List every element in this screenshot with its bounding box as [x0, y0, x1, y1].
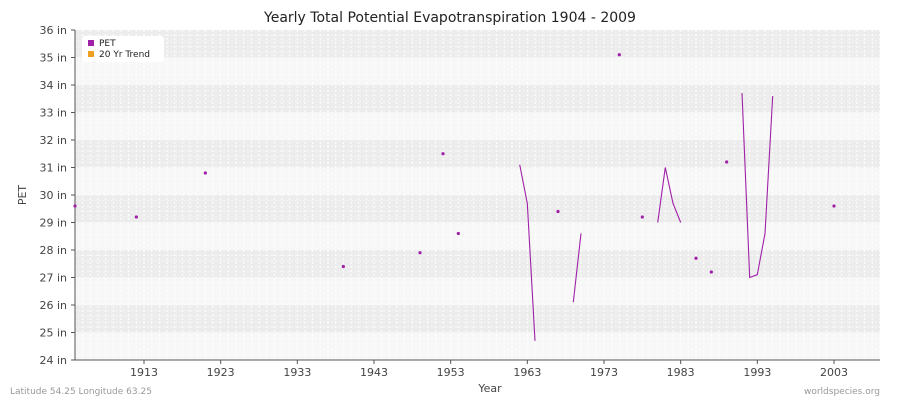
x-tick-label: 1973 — [590, 366, 618, 379]
plot-band — [75, 85, 880, 113]
x-tick-label: 1953 — [437, 366, 465, 379]
legend-label-trend: 20 Yr Trend — [99, 50, 150, 60]
plot-band — [75, 332, 880, 360]
pet-line-segment — [519, 164, 536, 341]
chart-title: Yearly Total Potential Evapotranspiratio… — [263, 10, 636, 26]
y-tick-label: 26 in — [39, 299, 67, 312]
pet-data-point — [341, 264, 345, 269]
plot-band — [75, 57, 880, 85]
y-tick-label: 33 in — [39, 107, 67, 120]
pet-data-point — [73, 204, 77, 208]
footer-coordinates: Latitude 54.25 Longitude 63.25 — [10, 387, 152, 397]
y-tick-label: 29 in — [39, 217, 67, 230]
pet-data-point — [418, 251, 422, 255]
x-tick-label: 1993 — [743, 366, 771, 379]
y-tick-label: 28 in — [39, 244, 67, 257]
pet-data-point — [456, 231, 460, 236]
plot-band — [75, 112, 880, 140]
x-tick-label: 1923 — [207, 366, 235, 379]
y-tick-label: 34 in — [39, 79, 67, 92]
pet-data-point — [832, 204, 836, 208]
plot-band — [75, 305, 880, 333]
y-tick-label: 32 in — [39, 134, 67, 147]
pet-data-point — [441, 152, 445, 156]
y-tick-label: 31 in — [39, 162, 67, 175]
footer-source: worldspecies.org — [804, 387, 880, 397]
pet-line-segment — [657, 167, 682, 223]
series-layer — [73, 53, 836, 341]
legend-box — [82, 36, 164, 62]
x-tick-label: 2003 — [820, 366, 848, 379]
legend-swatch-trend — [88, 51, 94, 57]
pet-line-segment — [572, 233, 582, 303]
y-tick-label: 30 in — [39, 189, 67, 202]
y-tick-label: 24 in — [39, 354, 67, 367]
y-tick-labels: 24 in 25 in 26 in 27 in 28 in 29 in 30 in 31 in… — [39, 24, 67, 367]
pet-data-point — [134, 215, 138, 219]
pet-data-point — [556, 209, 560, 214]
pet-data-point — [640, 215, 644, 219]
plot-band — [75, 222, 880, 250]
pet-data-point — [725, 160, 729, 164]
pet-line-segment — [741, 93, 774, 279]
plot-band — [75, 30, 880, 58]
x-tick-label: 1943 — [360, 366, 388, 379]
pet-data-point — [709, 270, 713, 274]
legend-label-pet: PET — [99, 39, 116, 49]
pet-data-point — [203, 171, 207, 175]
axes — [71, 29, 880, 364]
y-tick-label: 35 in — [39, 52, 67, 65]
plot-band — [75, 167, 880, 195]
x-tick-label: 1933 — [283, 366, 311, 379]
x-tick-label: 1913 — [130, 366, 158, 379]
plot-bands — [75, 30, 880, 360]
legend-swatch-pet — [88, 40, 94, 46]
x-tick-label: 1983 — [667, 366, 695, 379]
y-axis-label: PET — [16, 185, 29, 206]
y-tick-label: 27 in — [39, 272, 67, 285]
y-tick-label: 25 in — [39, 327, 67, 340]
pet-data-point — [694, 256, 698, 260]
plot-band — [75, 250, 880, 278]
plot-band — [75, 277, 880, 305]
gridlines — [74, 29, 881, 361]
plot-band — [75, 195, 880, 223]
pet-data-point — [617, 53, 621, 57]
y-tick-label: 36 in — [39, 24, 67, 37]
plot-band — [75, 140, 880, 168]
x-axis-label: Year — [477, 382, 502, 395]
legend: PET 20 Yr Trend — [82, 36, 164, 62]
x-tick-labels: 1913 1923 1933 1943 1953 1963 1973 1983 1993 2003 — [130, 366, 848, 379]
x-tick-label: 1963 — [513, 366, 541, 379]
